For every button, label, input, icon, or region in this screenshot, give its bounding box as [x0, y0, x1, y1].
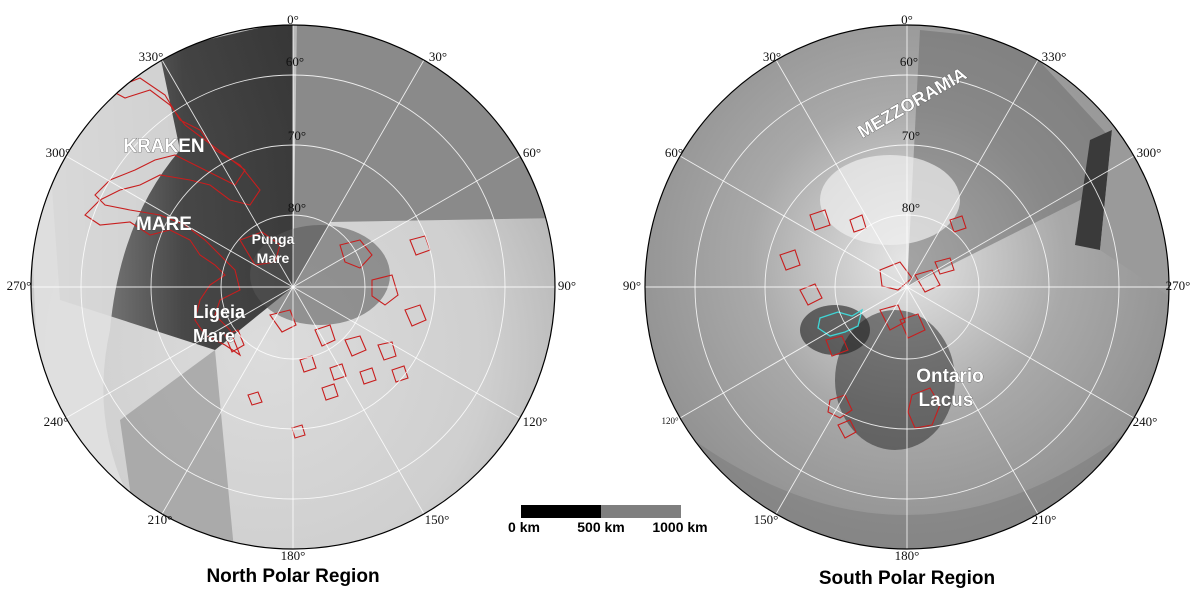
north-lon-210: 210°	[148, 512, 173, 527]
punga-label: Punga	[252, 231, 295, 247]
north-lon-90: 90°	[558, 278, 576, 293]
ligeia-mare-label: Mare	[193, 326, 235, 346]
scale-segment-grey	[601, 505, 681, 518]
north-lon-60: 60°	[523, 145, 541, 160]
north-lon-300: 300°	[46, 145, 71, 160]
north-lon-0: 0°	[287, 12, 299, 27]
north-feature-labels: KRAKEN MARE Punga Mare Ligeia Mare	[123, 136, 295, 347]
scale-label-0: 0 km	[508, 519, 540, 535]
south-lon-180: 180°	[895, 548, 920, 563]
scale-segment-dark	[521, 505, 601, 518]
south-lon-300: 300°	[1137, 145, 1162, 160]
scale-bar: 0 km 500 km 1000 km	[508, 505, 708, 535]
kraken-label: KRAKEN	[123, 136, 204, 157]
south-map-title: South Polar Region	[819, 568, 995, 589]
north-longitude-labels: 0° 30° 60° 90° 120° 150° 180° 210° 240° …	[7, 12, 576, 563]
north-map-title: North Polar Region	[206, 566, 379, 587]
south-lon-120: 120°	[661, 416, 679, 426]
south-lon-30: 30°	[763, 49, 781, 64]
south-polar-map: 0° 330° 300° 270° 240° 210° 180° 150° 12…	[623, 12, 1190, 589]
south-lon-210: 210°	[1032, 512, 1057, 527]
south-lon-90: 90°	[623, 278, 641, 293]
south-lon-60: 60°	[665, 145, 683, 160]
south-latitude-labels: 60° 70° 80°	[900, 54, 920, 215]
south-lat-80: 80°	[902, 200, 920, 215]
south-graticule	[645, 25, 1169, 549]
south-lon-150: 150°	[754, 512, 779, 527]
south-lon-270: 270°	[1166, 278, 1191, 293]
north-lat-70: 70°	[288, 128, 306, 143]
ligeia-label: Ligeia	[193, 302, 246, 322]
north-lon-270: 270°	[7, 278, 32, 293]
north-polar-map: 0° 30° 60° 90° 120° 150° 180° 210° 240° …	[7, 12, 576, 587]
scale-label-500: 500 km	[577, 519, 624, 535]
south-lon-0: 0°	[901, 12, 913, 27]
north-lon-240: 240°	[44, 414, 69, 429]
north-lat-80: 80°	[288, 200, 306, 215]
north-lon-120: 120°	[523, 414, 548, 429]
north-graticule	[31, 25, 555, 549]
south-lat-70: 70°	[902, 128, 920, 143]
scale-label-1000: 1000 km	[652, 519, 707, 535]
north-lat-60: 60°	[286, 54, 304, 69]
south-lon-330: 330°	[1042, 49, 1067, 64]
north-latitude-labels: 60° 70° 80°	[286, 54, 306, 215]
south-lat-60: 60°	[900, 54, 918, 69]
north-lon-150: 150°	[425, 512, 450, 527]
ontario-label: Ontario	[916, 366, 984, 387]
north-lon-30: 30°	[429, 49, 447, 64]
mare-label: MARE	[136, 214, 192, 235]
north-lon-330: 330°	[139, 49, 164, 64]
punga-mare-label: Mare	[257, 250, 290, 266]
ontario-lacus-label: Lacus	[919, 390, 974, 411]
south-longitude-labels: 0° 330° 300° 270° 240° 210° 180° 150° 12…	[623, 12, 1190, 563]
south-lon-240: 240°	[1133, 414, 1158, 429]
north-lon-180: 180°	[281, 548, 306, 563]
